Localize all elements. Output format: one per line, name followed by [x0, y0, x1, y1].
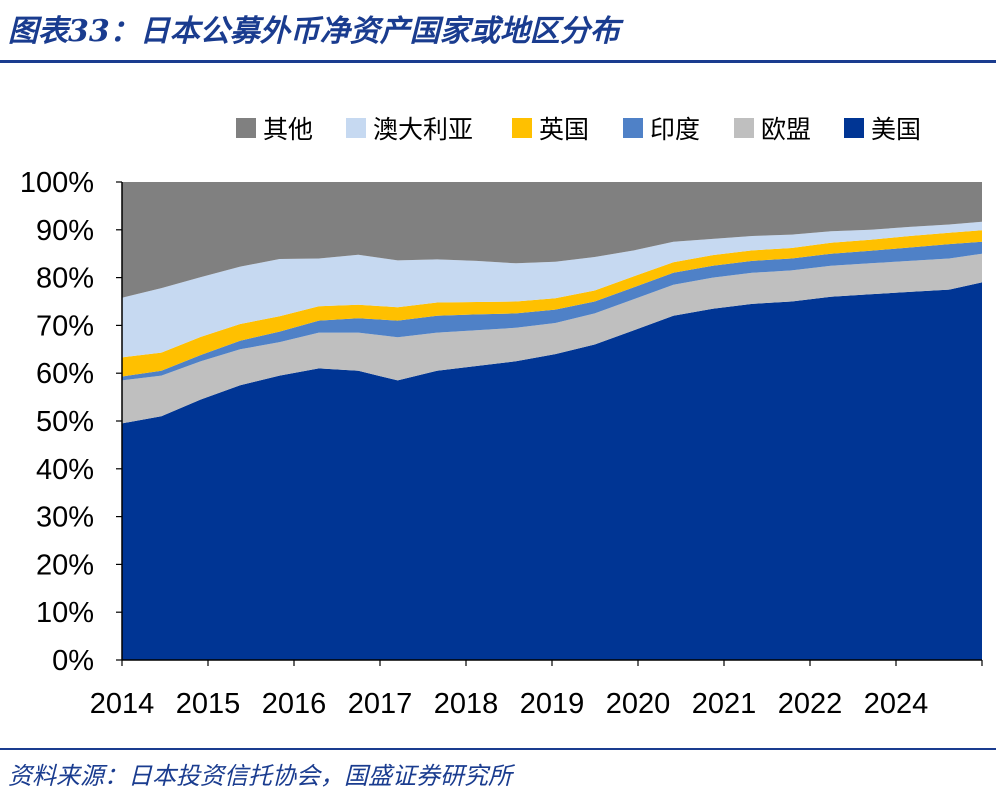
x-tick-label-8: 2022 [778, 688, 843, 720]
legend-swatch-4 [734, 118, 754, 138]
x-tick-label-7: 2021 [692, 688, 757, 720]
x-tick-label-1: 2015 [176, 688, 241, 720]
x-tick-label-5: 2019 [520, 688, 585, 720]
legend-label-4: 欧盟 [761, 115, 811, 144]
x-tick-label-3: 2017 [348, 688, 413, 720]
legend-swatch-0 [236, 118, 256, 138]
y-tick-label-1: 10% [36, 597, 94, 629]
stacked-area-chart: 0% 10% 20% 30% 40% 50% 60% 70% 80% 90% 100% 2014 201… [20, 115, 983, 720]
area-series-1 [122, 253, 982, 424]
x-tick-label-4: 2018 [434, 688, 499, 720]
legend-label-5: 美国 [871, 115, 921, 144]
y-tick-label-9: 90% [36, 215, 94, 247]
legend-label-0: 其他 [263, 115, 313, 144]
footer-divider [0, 748, 996, 750]
x-tick-label-0: 2014 [90, 688, 155, 720]
x-tick-label-6: 2020 [606, 688, 671, 720]
area-series-0 [122, 282, 982, 660]
y-tick-label-3: 30% [36, 502, 94, 534]
area-series-3 [122, 230, 982, 377]
y-tick-label-6: 60% [36, 358, 94, 390]
legend-swatch-1 [346, 118, 366, 138]
y-tick-label-5: 50% [36, 406, 94, 438]
source-note: 资料来源：日本投资信托协会，国盛证券研究所 [8, 762, 512, 790]
legend-label-2: 英国 [539, 115, 589, 144]
legend-swatch-3 [623, 118, 643, 138]
area-series-5 [122, 182, 982, 298]
area-series-4 [122, 221, 982, 358]
area-series-2 [122, 241, 982, 381]
title-divider [0, 60, 996, 63]
legend-swatch-5 [844, 118, 864, 138]
y-tick-label-8: 80% [36, 263, 94, 295]
legend-label-3: 印度 [650, 115, 700, 144]
legend-label-1: 澳大利亚 [373, 115, 473, 144]
x-tick-label-2: 2016 [262, 688, 327, 720]
chart-title: 图表33：日本公募外币净资产国家或地区分布 [8, 14, 620, 49]
y-tick-label-4: 40% [36, 454, 94, 486]
legend-swatch-2 [512, 118, 532, 138]
y-tick-label-0: 0% [52, 645, 94, 677]
y-tick-label-2: 20% [36, 549, 94, 581]
x-tick-label-9: 2024 [864, 688, 929, 720]
y-tick-label-7: 70% [36, 310, 94, 342]
y-tick-label-10: 100% [20, 167, 94, 199]
